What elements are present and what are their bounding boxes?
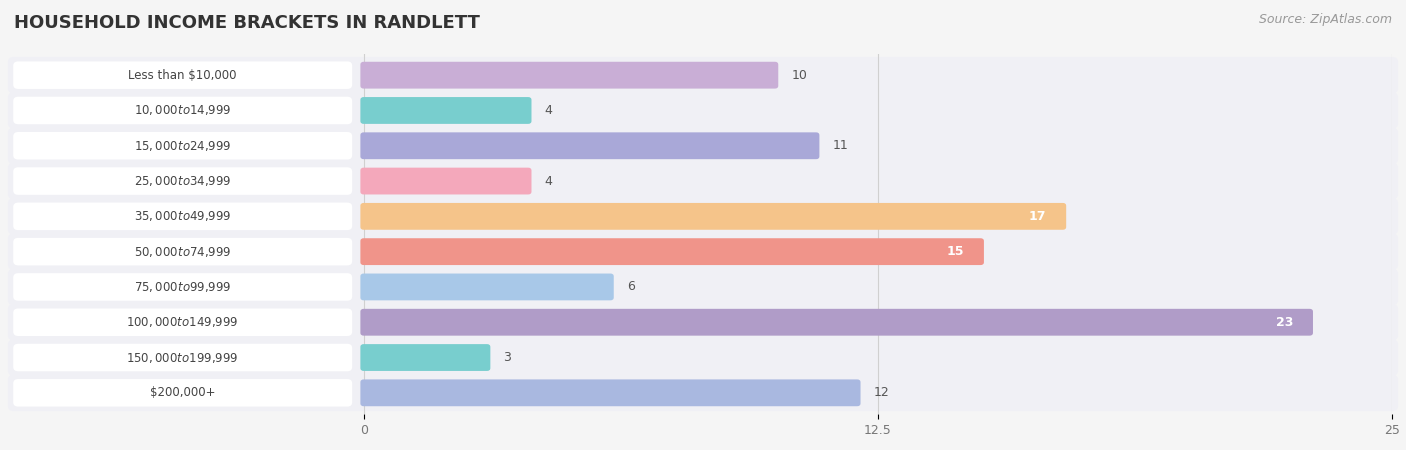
Text: $15,000 to $24,999: $15,000 to $24,999 — [134, 139, 232, 153]
FancyBboxPatch shape — [360, 203, 1066, 230]
FancyBboxPatch shape — [360, 309, 1313, 336]
Text: 4: 4 — [544, 104, 553, 117]
FancyBboxPatch shape — [13, 273, 352, 301]
Text: 12: 12 — [873, 386, 890, 399]
Text: $200,000+: $200,000+ — [150, 386, 215, 399]
Text: 17: 17 — [1029, 210, 1046, 223]
FancyBboxPatch shape — [13, 132, 352, 160]
Text: Less than $10,000: Less than $10,000 — [128, 69, 238, 82]
FancyBboxPatch shape — [360, 379, 860, 406]
Text: $35,000 to $49,999: $35,000 to $49,999 — [134, 209, 232, 223]
FancyBboxPatch shape — [13, 61, 352, 89]
Text: HOUSEHOLD INCOME BRACKETS IN RANDLETT: HOUSEHOLD INCOME BRACKETS IN RANDLETT — [14, 14, 479, 32]
FancyBboxPatch shape — [13, 97, 352, 124]
Text: $10,000 to $14,999: $10,000 to $14,999 — [134, 104, 232, 117]
FancyBboxPatch shape — [360, 97, 531, 124]
FancyBboxPatch shape — [8, 127, 1398, 164]
FancyBboxPatch shape — [13, 238, 352, 266]
FancyBboxPatch shape — [8, 92, 1398, 129]
FancyBboxPatch shape — [8, 233, 1398, 270]
Text: 15: 15 — [946, 245, 965, 258]
Text: 23: 23 — [1275, 316, 1294, 329]
FancyBboxPatch shape — [13, 379, 352, 407]
FancyBboxPatch shape — [8, 198, 1398, 235]
Text: 11: 11 — [832, 139, 848, 152]
Text: $75,000 to $99,999: $75,000 to $99,999 — [134, 280, 232, 294]
Text: $150,000 to $199,999: $150,000 to $199,999 — [127, 351, 239, 364]
FancyBboxPatch shape — [8, 339, 1398, 376]
Text: 3: 3 — [503, 351, 512, 364]
Text: 10: 10 — [792, 69, 807, 82]
FancyBboxPatch shape — [360, 132, 820, 159]
FancyBboxPatch shape — [13, 167, 352, 195]
FancyBboxPatch shape — [8, 374, 1398, 411]
FancyBboxPatch shape — [8, 269, 1398, 305]
FancyBboxPatch shape — [13, 308, 352, 336]
FancyBboxPatch shape — [360, 62, 779, 89]
FancyBboxPatch shape — [13, 344, 352, 371]
FancyBboxPatch shape — [360, 274, 614, 300]
Text: 6: 6 — [627, 280, 634, 293]
FancyBboxPatch shape — [360, 238, 984, 265]
FancyBboxPatch shape — [13, 202, 352, 230]
FancyBboxPatch shape — [8, 163, 1398, 199]
Text: $25,000 to $34,999: $25,000 to $34,999 — [134, 174, 232, 188]
Text: $100,000 to $149,999: $100,000 to $149,999 — [127, 315, 239, 329]
FancyBboxPatch shape — [360, 168, 531, 194]
Text: 4: 4 — [544, 175, 553, 188]
Text: Source: ZipAtlas.com: Source: ZipAtlas.com — [1258, 14, 1392, 27]
FancyBboxPatch shape — [8, 304, 1398, 341]
FancyBboxPatch shape — [8, 57, 1398, 94]
Text: $50,000 to $74,999: $50,000 to $74,999 — [134, 245, 232, 259]
FancyBboxPatch shape — [360, 344, 491, 371]
